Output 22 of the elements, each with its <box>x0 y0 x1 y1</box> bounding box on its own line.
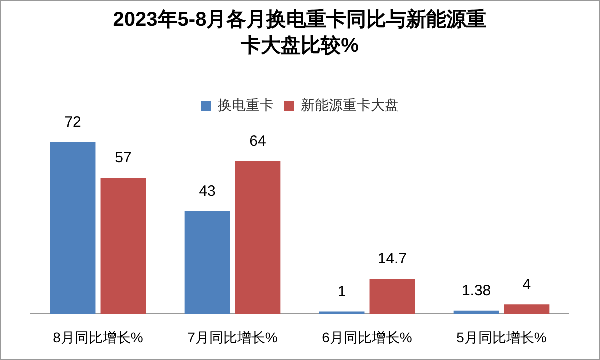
x-tick-label: 7月同比增长% <box>188 329 278 346</box>
data-label: 43 <box>199 183 216 200</box>
bar <box>370 279 416 314</box>
chart-title: 2023年5-8月各月换电重卡同比与新能源重卡大盘比较% <box>112 8 488 59</box>
bar <box>235 161 281 314</box>
data-label: 64 <box>250 132 266 150</box>
bar <box>504 304 550 314</box>
data-label: 57 <box>115 150 132 167</box>
data-label: 14.7 <box>378 250 408 268</box>
data-label: 72 <box>64 114 82 131</box>
bar <box>100 178 146 314</box>
x-tick-label: 5月同比增长% <box>456 329 547 346</box>
x-tick-label: 6月同比增长% <box>322 329 412 346</box>
bar <box>184 211 230 314</box>
data-label: 1 <box>338 283 346 300</box>
x-tick-label: 8月同比增长% <box>53 329 144 346</box>
legend-label: 新能源重卡大盘 <box>301 96 399 113</box>
bar <box>454 310 500 314</box>
data-label: 4 <box>522 276 532 294</box>
bar <box>50 142 96 314</box>
legend-label: 换电重卡 <box>218 96 274 113</box>
data-label: 1.38 <box>462 282 492 300</box>
